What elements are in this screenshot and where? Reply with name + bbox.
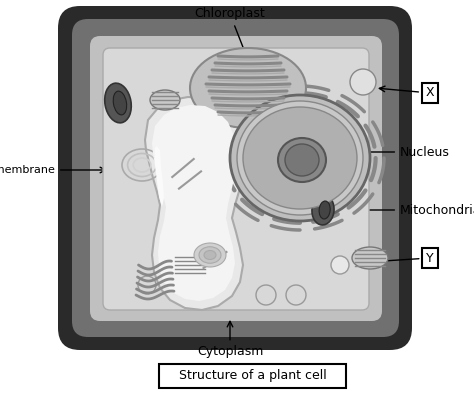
Ellipse shape (286, 285, 306, 305)
Polygon shape (152, 105, 237, 301)
FancyBboxPatch shape (58, 6, 412, 350)
FancyBboxPatch shape (72, 19, 399, 337)
Ellipse shape (172, 254, 208, 276)
Ellipse shape (312, 195, 334, 225)
Ellipse shape (190, 48, 306, 128)
Ellipse shape (285, 144, 319, 176)
FancyBboxPatch shape (103, 48, 369, 310)
Text: Mitochondria: Mitochondria (340, 204, 474, 217)
Text: Y: Y (356, 251, 434, 265)
Ellipse shape (230, 95, 370, 221)
Ellipse shape (319, 201, 330, 219)
Ellipse shape (105, 83, 131, 123)
Text: Nucleus: Nucleus (344, 145, 450, 158)
Text: Structure of a plant cell: Structure of a plant cell (179, 369, 327, 383)
Ellipse shape (278, 138, 326, 182)
Ellipse shape (204, 251, 216, 259)
Ellipse shape (237, 101, 363, 215)
Ellipse shape (352, 247, 388, 269)
Text: X: X (379, 86, 434, 99)
Ellipse shape (350, 69, 376, 95)
Ellipse shape (194, 243, 226, 267)
FancyBboxPatch shape (90, 36, 382, 321)
Ellipse shape (138, 276, 156, 294)
Ellipse shape (113, 91, 127, 115)
Ellipse shape (150, 90, 180, 110)
Text: Chloroplast: Chloroplast (195, 8, 265, 56)
Text: cell membrane: cell membrane (0, 165, 106, 175)
FancyBboxPatch shape (159, 364, 346, 388)
Ellipse shape (331, 256, 349, 274)
Polygon shape (155, 146, 164, 207)
Ellipse shape (199, 247, 221, 263)
Ellipse shape (256, 285, 276, 305)
Polygon shape (145, 97, 244, 310)
Ellipse shape (243, 107, 357, 209)
Text: Cytoplasm: Cytoplasm (197, 321, 263, 358)
